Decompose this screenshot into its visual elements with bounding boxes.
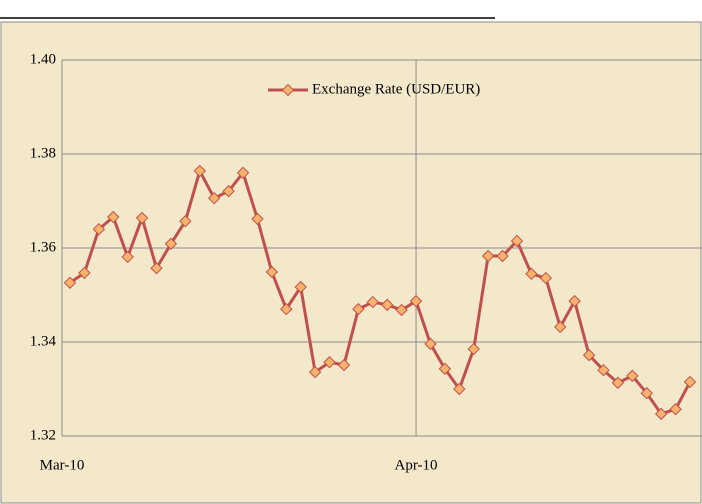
marker — [251, 212, 264, 226]
marker — [510, 234, 524, 248]
marker — [265, 265, 279, 279]
legend-marker — [281, 83, 295, 97]
marker — [654, 407, 668, 421]
marker — [280, 302, 293, 316]
marker — [539, 271, 553, 285]
y-tick-label: 1.36 — [30, 239, 57, 255]
marker — [640, 387, 653, 400]
marker — [409, 294, 423, 308]
marker — [63, 276, 77, 289]
y-tick-label: 1.40 — [30, 51, 56, 67]
x-tick-label: Apr-10 — [395, 457, 438, 473]
marker — [481, 249, 495, 263]
y-tick-label: 1.38 — [30, 145, 56, 161]
marker — [222, 184, 235, 198]
y-tick-label: 1.34 — [30, 333, 57, 349]
marker — [395, 303, 408, 317]
marker — [611, 376, 625, 390]
marker — [352, 302, 365, 316]
chart-area — [0, 21, 702, 504]
marker — [597, 363, 610, 377]
marker — [164, 237, 178, 250]
marker — [308, 365, 322, 379]
marker — [179, 215, 192, 228]
marker — [525, 267, 538, 281]
marker — [467, 342, 480, 356]
marker — [438, 362, 452, 375]
marker — [294, 280, 307, 294]
y-tick-label: 1.32 — [30, 427, 56, 443]
marker — [92, 222, 106, 236]
marker — [626, 369, 639, 383]
marker — [337, 358, 351, 372]
marker — [107, 210, 120, 224]
marker — [150, 262, 163, 275]
marker — [424, 337, 437, 351]
marker — [323, 356, 336, 369]
x-tick-label: Mar-10 — [40, 457, 85, 473]
marker — [683, 375, 697, 389]
marker — [554, 320, 567, 334]
marker — [121, 250, 134, 264]
marker — [135, 211, 149, 225]
marker — [381, 298, 394, 312]
marker — [236, 166, 250, 180]
marker — [669, 403, 682, 416]
marker — [496, 249, 509, 263]
marker — [582, 348, 596, 362]
marker — [366, 295, 379, 309]
marker — [207, 191, 221, 205]
marker — [78, 266, 91, 280]
marker — [453, 382, 466, 396]
legend-label: Exchange Rate (USD/EUR) — [312, 81, 480, 97]
marker — [193, 164, 206, 178]
marker — [568, 294, 581, 308]
